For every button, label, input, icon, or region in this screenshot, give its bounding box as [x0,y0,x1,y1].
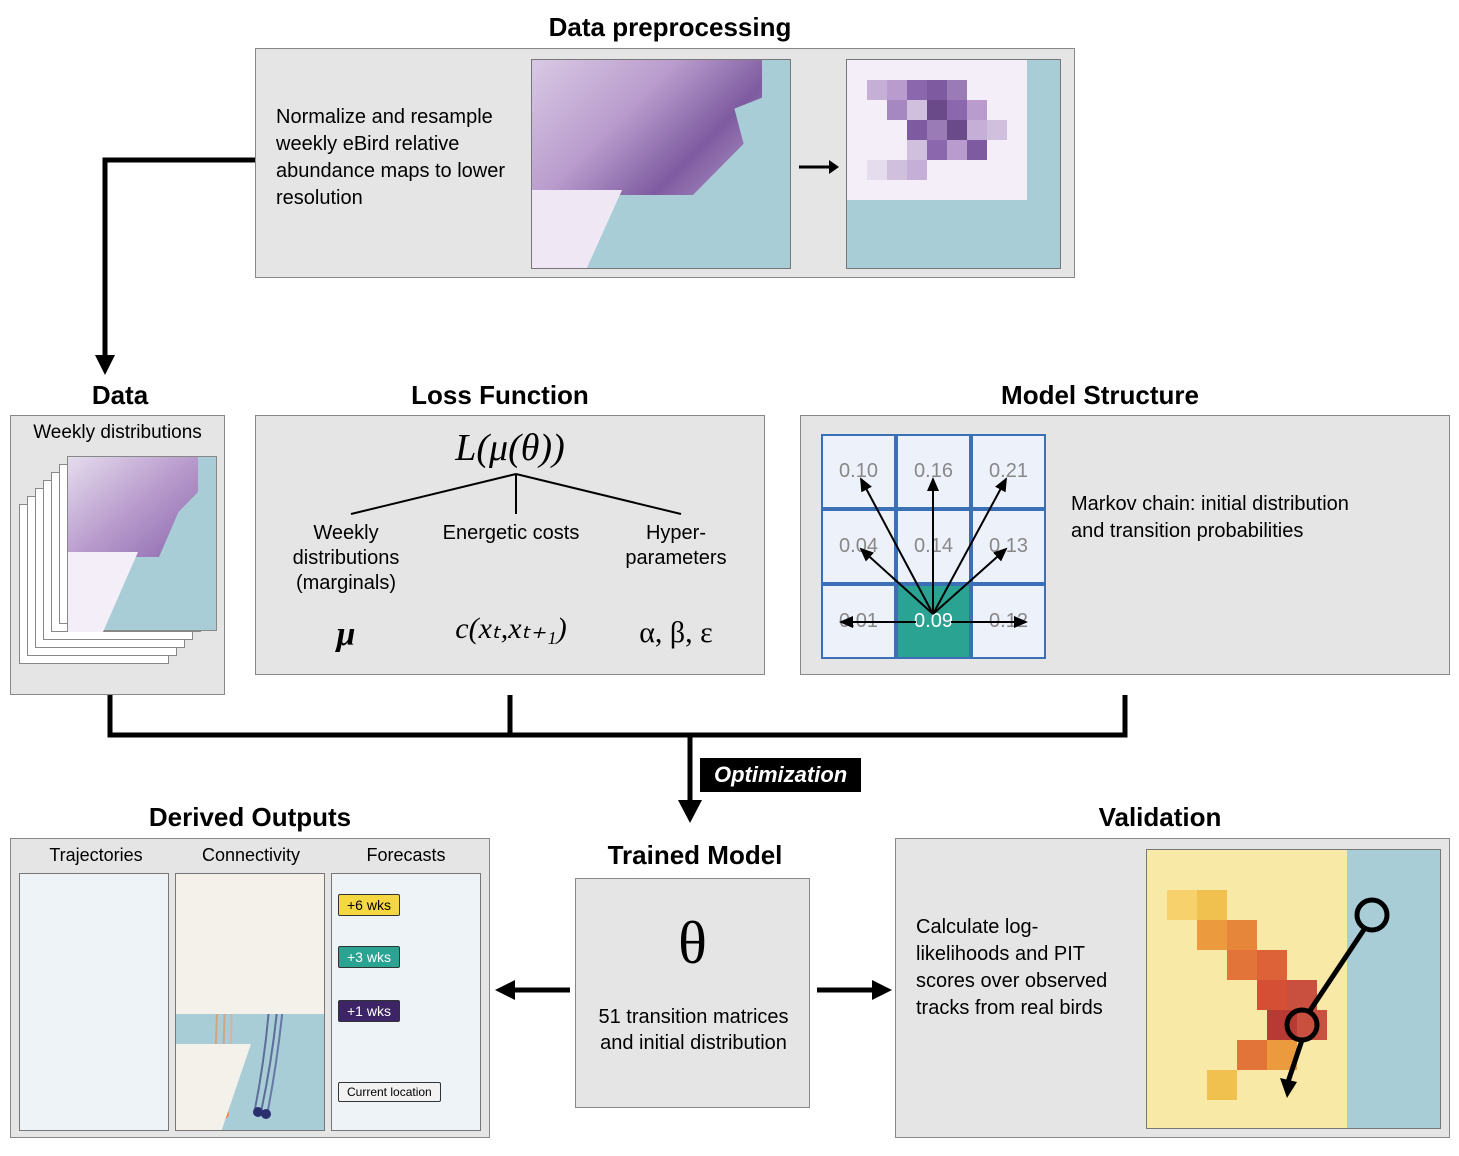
loss-col2-label: Energetic costs [431,521,591,546]
validation-text: Calculate log-likelihoods and PIT scores… [916,914,1131,1022]
forecast-badge-6wks: +6 wks [338,894,400,916]
trained-text: 51 transition matrices and initial distr… [596,1004,791,1056]
loss-panel: L(μ(θ)) Weekly distributions (marginals)… [255,415,765,675]
loss-col2-sym: c(xₜ,xₜ₊₁) [431,611,591,646]
validation-title: Validation [1060,802,1260,833]
derived-trajectories-map [19,873,169,1131]
preprocessing-map-lowres [846,59,1061,269]
preprocessing-map-highres [531,59,791,269]
data-title: Data [30,380,210,411]
validation-heatmap [1147,850,1441,1129]
preprocessing-text: Normalize and resample weekly eBird rela… [276,104,511,212]
branch-lines [316,474,716,519]
derived-sub3: Forecasts [331,845,481,866]
loss-formula: L(μ(θ)) [256,426,764,470]
derived-panel: Trajectories Connectivity Forecasts [10,838,490,1138]
validation-map [1146,849,1441,1129]
markov-grid: 0.10 0.16 0.21 0.04 0.14 0.13 0.01 0.09 … [821,434,1046,659]
preprocessing-panel: Normalize and resample weekly eBird rela… [255,48,1075,278]
forecast-badge-3wks: +3 wks [338,946,400,968]
flow-arrow-preproc-to-data [100,160,260,390]
trained-panel: θ 51 transition matrices and initial dis… [575,878,810,1108]
forecast-badge-1wks: +1 wks [338,1000,400,1022]
model-title: Model Structure [960,380,1240,411]
stack-card [67,456,217,631]
arrow-icon [799,157,839,177]
validation-panel: Calculate log-likelihoods and PIT scores… [895,838,1450,1138]
optimization-badge: Optimization [700,758,861,792]
preprocessing-title: Data preprocessing [470,12,870,43]
loss-col1-sym: μ [266,616,426,654]
loss-title: Loss Function [370,380,630,411]
data-sub: Weekly distributions [11,422,224,444]
derived-title: Derived Outputs [120,802,380,833]
markov-arrows [821,434,1046,659]
lowres-pixels [847,60,1061,269]
model-panel: 0.10 0.16 0.21 0.04 0.14 0.13 0.01 0.09 … [800,415,1450,675]
derived-sub1: Trajectories [21,845,171,866]
flow-arrow-right [812,975,892,1005]
loss-col1-label: Weekly distributions (marginals) [266,521,426,596]
derived-forecasts-map: +6 wks +3 wks +1 wks Current location [331,873,481,1131]
trained-title: Trained Model [580,840,810,871]
derived-sub2: Connectivity [176,845,326,866]
data-panel: Weekly distributions [10,415,225,695]
derived-connectivity-map [175,873,325,1131]
forecast-badge-current: Current location [338,1082,441,1102]
loss-col3-sym: α, β, ε [596,616,756,650]
model-text: Markov chain: initial distribution and t… [1071,491,1356,545]
flow-arrow-left [495,975,575,1005]
loss-col3-label: Hyper-parameters [596,521,756,571]
trained-symbol: θ [576,909,809,978]
